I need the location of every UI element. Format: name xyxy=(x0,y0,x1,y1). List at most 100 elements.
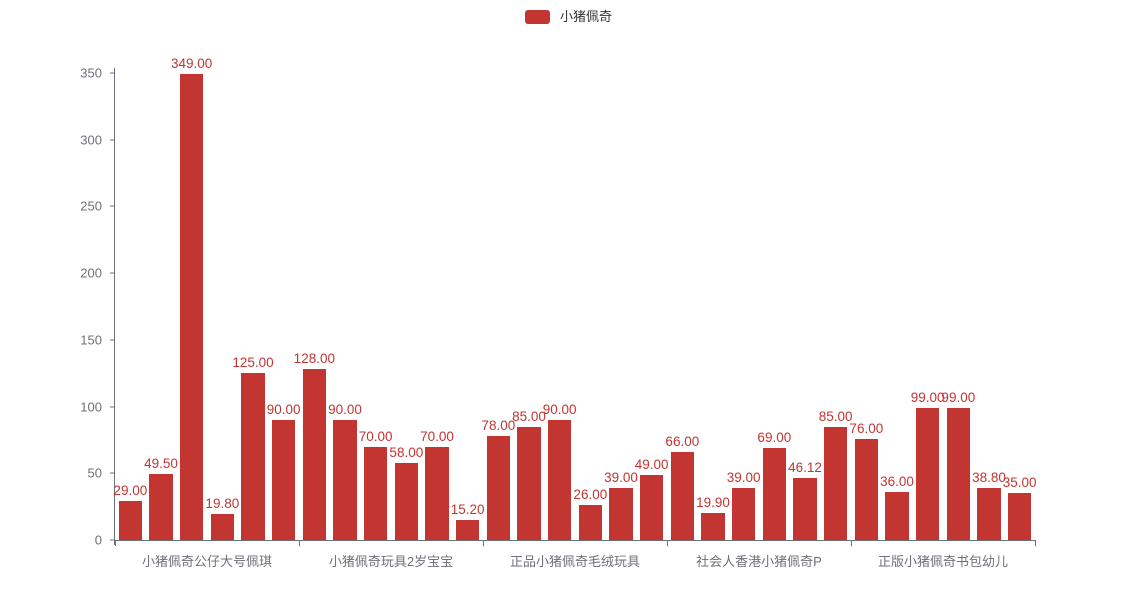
x-axis-group[interactable]: 小猪佩奇玩具2岁宝宝 xyxy=(299,541,483,581)
bar-item[interactable]: 49.00 xyxy=(635,73,669,540)
bar-item[interactable]: 90.00 xyxy=(328,73,362,540)
bar-value-label: 69.00 xyxy=(757,429,792,445)
bar-rect[interactable] xyxy=(1008,493,1032,540)
bar-item[interactable]: 78.00 xyxy=(481,73,516,540)
bar-item[interactable]: 85.00 xyxy=(818,73,853,540)
bar-item[interactable]: 90.00 xyxy=(542,73,577,540)
bar-value-label: 90.00 xyxy=(266,401,301,417)
bar-item[interactable]: 38.80 xyxy=(972,73,1006,540)
bar-item[interactable]: 39.00 xyxy=(604,73,638,540)
bar-value-label: 39.00 xyxy=(604,469,638,485)
x-axis-group[interactable]: 正品小猪佩奇毛绒玩具 xyxy=(483,541,667,581)
y-axis-tick-mark xyxy=(110,472,115,474)
bar-item[interactable]: 66.00 xyxy=(665,73,699,540)
y-axis-tick-label: 0 xyxy=(94,532,102,548)
bar-value-label: 99.00 xyxy=(910,389,945,405)
x-axis-group-label: 正品小猪佩奇毛绒玩具 xyxy=(509,554,640,569)
bar-item[interactable]: 90.00 xyxy=(266,73,301,540)
x-axis-group-label: 小猪佩奇公仔大号佩琪 xyxy=(141,554,272,569)
bar-item[interactable]: 15.20 xyxy=(451,73,485,540)
bar-value-label: 19.90 xyxy=(696,495,730,511)
bar-item[interactable]: 58.00 xyxy=(389,73,423,540)
x-axis-group-labels: 小猪佩奇公仔大号佩琪 小猪佩奇玩具2岁宝宝 正品小猪佩奇毛绒玩具 社会人香港小猪佩奇P… xyxy=(115,541,1036,581)
bar-item[interactable]: 19.80 xyxy=(205,73,240,540)
bar-rect[interactable] xyxy=(456,519,480,540)
x-axis-group[interactable]: 小猪佩奇公仔大号佩琪 xyxy=(115,541,299,581)
bar-item[interactable]: 39.00 xyxy=(726,73,761,540)
bar-value-label: 90.00 xyxy=(328,401,362,417)
bar-rect[interactable] xyxy=(548,419,572,540)
x-axis-group[interactable]: 社会人香港小猪佩奇P xyxy=(667,541,851,581)
bar-value-label: 19.80 xyxy=(205,495,240,511)
y-axis-tick-label: 200 xyxy=(80,265,102,281)
bar-item[interactable]: 125.00 xyxy=(232,73,274,540)
bar-rect[interactable] xyxy=(977,488,1001,540)
bar-value-label: 125.00 xyxy=(232,355,274,371)
bar-rect[interactable] xyxy=(394,462,418,540)
bar-rect[interactable] xyxy=(364,446,388,540)
bar-item[interactable]: 76.00 xyxy=(849,73,884,540)
bar-item[interactable]: 70.00 xyxy=(359,73,393,540)
bar-rect[interactable] xyxy=(854,438,878,540)
bar-item[interactable]: 46.12 xyxy=(788,73,822,540)
bar-rect[interactable] xyxy=(210,513,234,540)
y-axis-tick-label: 100 xyxy=(80,399,102,415)
bar-rect[interactable] xyxy=(425,446,449,540)
y-axis-tick-label: 50 xyxy=(87,465,102,481)
bar-value-label: 29.00 xyxy=(113,483,148,499)
y-axis-tick-label: 300 xyxy=(80,132,102,148)
bar-rect[interactable] xyxy=(180,74,204,540)
bar-item[interactable]: 99.00 xyxy=(941,73,975,540)
bar-item[interactable]: 128.00 xyxy=(294,73,335,540)
y-axis-tick-mark xyxy=(110,72,115,74)
bar-item[interactable]: 70.00 xyxy=(420,73,454,540)
bar-value-label: 78.00 xyxy=(481,417,516,433)
bar-rect[interactable] xyxy=(916,407,940,540)
bar-value-label: 70.00 xyxy=(420,428,454,444)
legend-label: 小猪佩奇 xyxy=(559,9,612,24)
bar-rect[interactable] xyxy=(333,419,357,540)
bar-rect[interactable] xyxy=(272,419,296,540)
bar-rect[interactable] xyxy=(149,473,173,540)
bar-rect[interactable] xyxy=(302,369,326,540)
x-axis-group[interactable]: 正版小猪佩奇书包幼儿 xyxy=(851,541,1035,581)
bar-rect[interactable] xyxy=(762,447,786,540)
bar-value-label: 46.12 xyxy=(788,460,822,476)
bar-rect[interactable] xyxy=(578,505,602,540)
bar-value-label: 85.00 xyxy=(818,408,853,424)
legend-item-xiaozhupeiqi[interactable]: 小猪佩奇 xyxy=(524,9,612,24)
bar-rect[interactable] xyxy=(793,478,817,540)
bar-rect[interactable] xyxy=(824,426,848,540)
bar-rect[interactable] xyxy=(118,501,142,540)
bar-rect[interactable] xyxy=(732,487,756,540)
bar-value-label: 90.00 xyxy=(542,401,577,417)
bar-item[interactable]: 36.00 xyxy=(880,73,914,540)
bar-item[interactable]: 69.00 xyxy=(757,73,792,540)
bar-item[interactable]: 49.50 xyxy=(144,73,178,540)
x-axis-group-label: 社会人香港小猪佩奇P xyxy=(696,554,822,569)
bar-rect[interactable] xyxy=(885,491,909,540)
bar-item[interactable]: 29.00 xyxy=(113,73,148,540)
bar-item[interactable]: 85.00 xyxy=(512,73,546,540)
bar-value-label: 76.00 xyxy=(849,420,884,436)
plot-area: 0 50 100 150 200 250 300 350 29.00 49.50 349.00 19… xyxy=(80,56,1037,547)
y-axis-tick-mark xyxy=(110,539,115,541)
bar-item[interactable]: 349.00 xyxy=(171,56,212,540)
bar-rect[interactable] xyxy=(609,487,633,540)
legend-swatch-icon xyxy=(524,10,550,24)
bar-value-label: 39.00 xyxy=(726,469,761,485)
bar-rect[interactable] xyxy=(517,426,541,540)
bar-item[interactable]: 19.90 xyxy=(696,73,730,540)
bar-item[interactable]: 26.00 xyxy=(573,73,607,540)
bar-rect[interactable] xyxy=(701,513,725,540)
bar-rect[interactable] xyxy=(486,435,510,540)
y-axis-tick-label: 250 xyxy=(80,198,102,214)
bar-rect[interactable] xyxy=(670,451,694,540)
bar-rect[interactable] xyxy=(640,474,664,540)
bar-value-label: 36.00 xyxy=(880,473,914,489)
bar-rect[interactable] xyxy=(946,407,970,540)
bar-item[interactable]: 99.00 xyxy=(910,73,945,540)
bar-item[interactable]: 35.00 xyxy=(1003,73,1037,540)
bar-rect[interactable] xyxy=(241,373,265,540)
y-axis-line xyxy=(114,68,115,545)
